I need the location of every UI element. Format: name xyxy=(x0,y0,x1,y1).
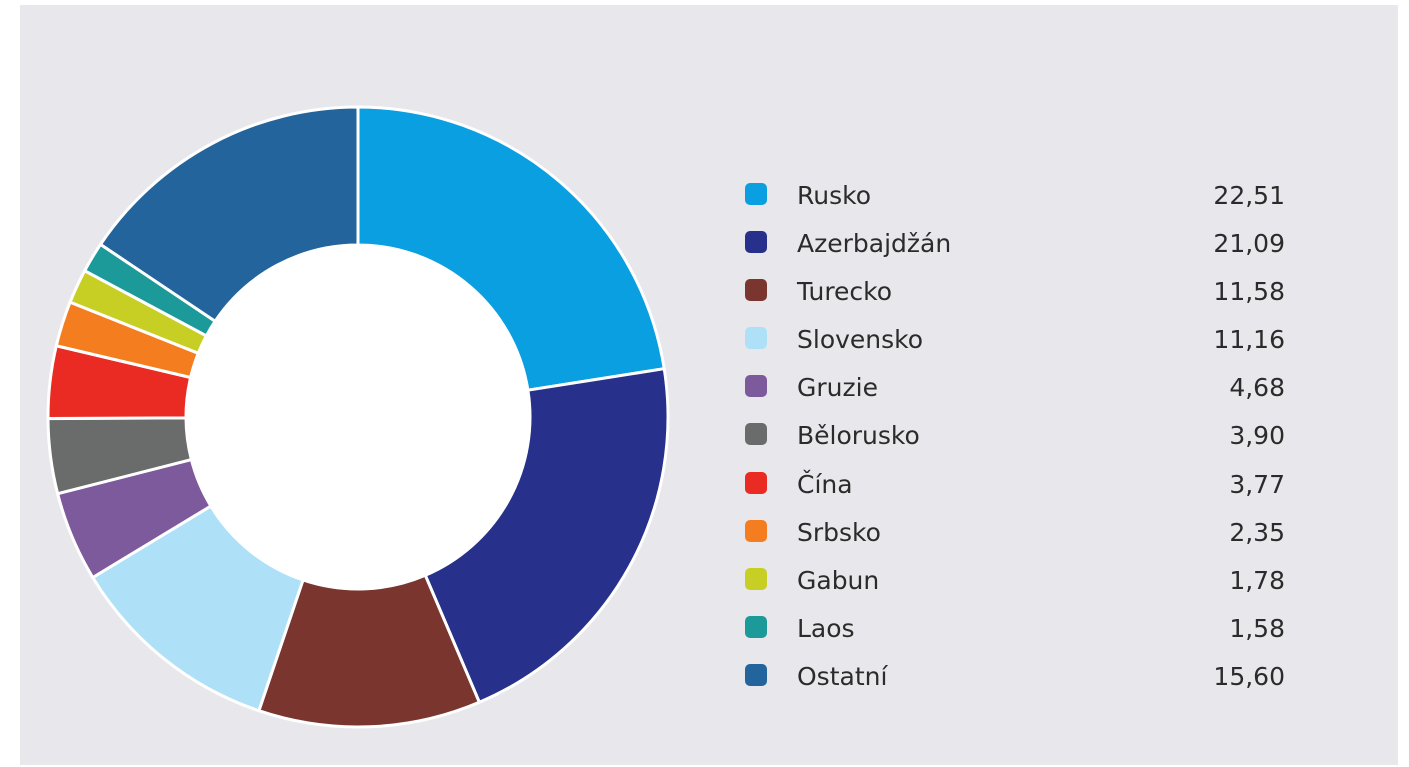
legend-label: Čína xyxy=(797,469,853,499)
legend-item: Rusko 22,51 xyxy=(745,178,1285,226)
legend-value: 3,77 xyxy=(1229,469,1285,499)
legend-item: Gruzie 4,68 xyxy=(745,370,1285,418)
legend-item: Laos 1,58 xyxy=(745,611,1285,659)
legend-label: Bělorusko xyxy=(797,421,920,451)
legend-value: 1,78 xyxy=(1229,565,1285,595)
legend-item: Srbsko 2,35 xyxy=(745,515,1285,563)
legend-swatch xyxy=(745,663,767,686)
legend-value: 21,09 xyxy=(1213,229,1285,259)
legend-swatch xyxy=(745,183,767,205)
legend-label: Azerbajdžán xyxy=(797,229,952,259)
donut-chart xyxy=(46,105,670,729)
legend-item: Turecko 11,58 xyxy=(745,274,1285,322)
chart-panel: Rusko 22,51 Azerbajdžán 21,09 Turecko 11,58 Sl… xyxy=(20,5,1398,765)
legend-value: 11,16 xyxy=(1213,325,1285,355)
legend-value: 1,58 xyxy=(1229,613,1285,643)
legend-label: Slovensko xyxy=(797,325,924,355)
legend-swatch xyxy=(745,327,767,350)
legend-value: 15,60 xyxy=(1213,661,1285,691)
legend-item: Bělorusko 3,90 xyxy=(745,418,1285,466)
legend-label: Ostatní xyxy=(797,661,888,691)
legend-swatch xyxy=(745,567,767,590)
legend-item: Gabun 1,78 xyxy=(745,563,1285,611)
donut-hole xyxy=(186,245,530,589)
legend-label: Srbsko xyxy=(797,517,881,547)
legend-item: Slovensko 11,16 xyxy=(745,322,1285,370)
legend-swatch xyxy=(745,375,767,398)
legend-swatch xyxy=(745,615,767,638)
legend-value: 11,58 xyxy=(1213,277,1285,307)
legend-swatch xyxy=(745,471,767,494)
legend-label: Turecko xyxy=(797,277,893,307)
legend-label: Rusko xyxy=(797,181,871,210)
legend-item: Čína 3,77 xyxy=(745,467,1285,515)
legend-value: 3,90 xyxy=(1229,421,1285,451)
legend-label: Gabun xyxy=(797,565,880,595)
legend-item: Azerbajdžán 21,09 xyxy=(745,226,1285,274)
legend-item: Ostatní 15,60 xyxy=(745,659,1285,707)
legend-label: Laos xyxy=(797,613,855,643)
legend-label: Gruzie xyxy=(797,373,878,403)
legend-value: 2,35 xyxy=(1229,517,1285,547)
legend-swatch xyxy=(745,423,767,446)
legend-swatch xyxy=(745,279,767,302)
legend-value: 22,51 xyxy=(1213,181,1285,210)
legend-value: 4,68 xyxy=(1229,373,1285,403)
legend-swatch xyxy=(745,231,767,254)
legend-swatch xyxy=(745,519,767,542)
legend: Rusko 22,51 Azerbajdžán 21,09 Turecko 11,58 Sl… xyxy=(745,178,1285,707)
